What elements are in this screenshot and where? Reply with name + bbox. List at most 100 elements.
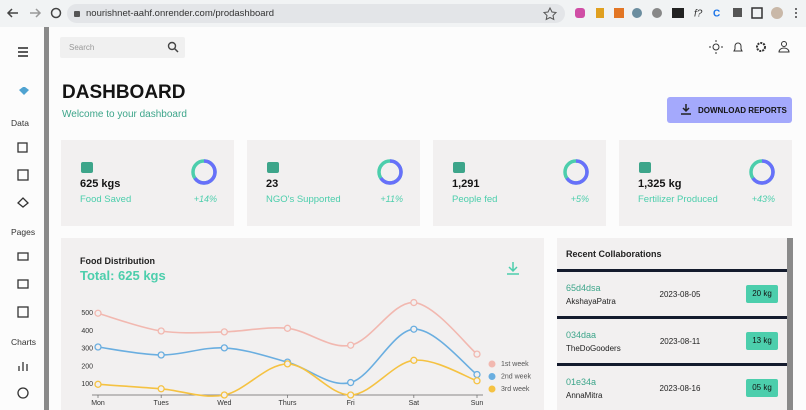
chart-download-icon[interactable]: [506, 261, 520, 275]
sidebar-section: Pages: [11, 227, 36, 237]
download-icon[interactable]: [680, 103, 692, 117]
collab-name: AkshayaPatra: [566, 297, 616, 306]
stat-graphics: [81, 159, 217, 185]
y-tick-label: 400: [81, 328, 93, 335]
stat-change: +43%: [751, 194, 775, 204]
data-point: [410, 356, 418, 364]
svg-text:C: C: [713, 9, 720, 20]
collab-date: 2023-08-11: [659, 337, 701, 346]
stat-label: Food Saved: [80, 194, 132, 205]
data-point: [94, 380, 102, 388]
data-point: [220, 328, 228, 336]
stat-icon: [81, 162, 93, 173]
collab-name: AnnaMitra: [566, 391, 603, 400]
data-point: [94, 309, 102, 317]
collab-name: TheDoGooders: [566, 344, 621, 353]
data-point: [410, 325, 418, 333]
collab-title: Recent Collaborations: [566, 249, 662, 259]
data-point: [347, 391, 355, 399]
x-tick-label: Sun: [471, 400, 484, 407]
url[interactable]: nourishnet-aahf.onrender.com/prodashboar…: [86, 8, 275, 19]
legend-label: 1st week: [501, 361, 529, 368]
data-point: [473, 370, 481, 379]
series-line: [97, 328, 478, 385]
y-tick-label: 300: [81, 346, 93, 353]
legend-marker: [488, 373, 496, 380]
stat-label: People fed: [452, 194, 498, 205]
collab-date: 2023-08-05: [659, 290, 701, 299]
collab-amount: 20 kg: [746, 285, 778, 303]
row-divider: [557, 316, 787, 319]
stat-icon: [639, 162, 651, 173]
collab-id: 034daa: [566, 330, 597, 340]
legend-label: 3rd week: [501, 386, 530, 393]
sidebar-scrollbar[interactable]: [44, 27, 49, 410]
stat-value: 23: [266, 178, 279, 190]
x-tick-label: Mon: [91, 400, 105, 407]
stat-graphics: [453, 159, 589, 185]
x-tick-label: Wed: [217, 400, 231, 407]
stat-change: +14%: [193, 194, 217, 204]
data-point: [283, 324, 292, 332]
data-point: [283, 360, 292, 368]
data-point: [347, 378, 355, 387]
svg-text:f?: f?: [694, 9, 703, 20]
line-chart: 100 200 300 400 500 Mon Tues Wed Thurs Fri Sat Sun 1…: [81, 298, 531, 407]
chart-title: Food Distribution: [80, 256, 155, 266]
stat-label: NGO's Supported: [266, 194, 341, 205]
data-point: [94, 343, 102, 351]
stat-icon: [453, 162, 465, 173]
collab-scrollbar[interactable]: [787, 238, 793, 410]
page-subtitle: Welcome to your dashboard: [62, 109, 187, 120]
row-divider: [557, 269, 787, 272]
data-point: [473, 350, 481, 358]
x-tick-label: Sat: [409, 400, 420, 407]
collab-amount: 05 kg: [746, 379, 778, 397]
stat-graphics: [639, 159, 775, 185]
x-tick-label: Tues: [154, 400, 170, 407]
data-point: [157, 327, 165, 335]
search-box[interactable]: [60, 37, 185, 58]
stat-value: 1,325 kg: [638, 178, 682, 190]
row-divider: [557, 363, 787, 366]
sidebar-section: Charts: [11, 337, 37, 347]
chart-subtitle: Total: 625 kgs: [80, 268, 166, 283]
legend-marker: [488, 385, 496, 393]
browser-icons: f? C: [6, 4, 797, 23]
data-point: [473, 377, 481, 385]
stat-change: +5%: [570, 194, 589, 204]
data-point: [347, 341, 355, 349]
data-point: [220, 391, 228, 399]
collab-date: 2023-08-16: [659, 384, 701, 393]
data-point: [410, 298, 418, 307]
data-point: [220, 344, 228, 352]
search-icon[interactable]: [166, 40, 180, 54]
collab-amount: 13 kg: [746, 332, 778, 350]
collab-id: 65d4dsa: [566, 283, 601, 293]
stat-value: 1,291: [452, 178, 480, 190]
ring-arc: [749, 159, 775, 185]
ring-arc: [563, 159, 589, 185]
download-label[interactable]: DOWNLOAD REPORTS: [698, 106, 787, 115]
stat-value: 625 kgs: [80, 178, 121, 190]
stat-change: +11%: [380, 194, 403, 204]
ring-arc: [377, 159, 403, 185]
sidebar-icons[interactable]: [0, 27, 44, 410]
data-point: [157, 351, 165, 359]
search-placeholder[interactable]: Search: [69, 43, 95, 52]
x-tick-label: Thurs: [279, 400, 297, 407]
page-title: DASHBOARD: [62, 82, 186, 103]
x-tick-label: Fri: [347, 400, 356, 407]
y-tick-label: 500: [81, 310, 93, 317]
y-tick-label: 100: [81, 381, 93, 388]
data-point: [157, 385, 165, 393]
sidebar-section: Data: [11, 118, 29, 128]
top-icons[interactable]: [706, 39, 792, 55]
stat-icon: [267, 162, 279, 173]
stat-graphics: [267, 159, 403, 185]
chart-panel: [61, 238, 544, 410]
legend-label: 2nd week: [501, 373, 531, 380]
collab-id: 01e34a: [566, 377, 597, 387]
ring-arc: [191, 159, 217, 185]
